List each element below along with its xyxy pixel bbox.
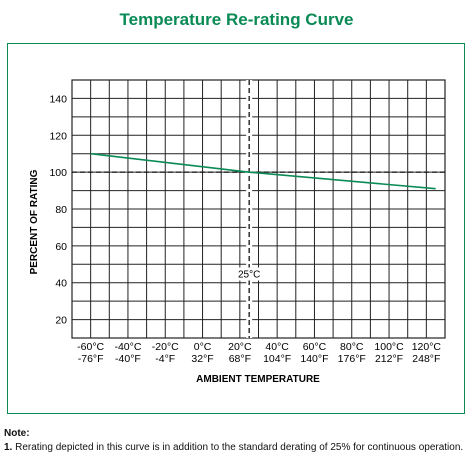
x-tick-label-fahrenheit: 68°F bbox=[229, 353, 251, 365]
notes-section: Note: 1. Rerating depicted in this curve… bbox=[4, 427, 470, 455]
y-tick-label: 60 bbox=[55, 241, 67, 253]
x-tick-backdrop bbox=[185, 340, 220, 364]
y-tick-label: 140 bbox=[49, 93, 67, 105]
x-tick-backdrop bbox=[110, 340, 145, 364]
x-tick-backdrop bbox=[73, 340, 108, 364]
x-tick-backdrop bbox=[372, 340, 407, 364]
x-tick-label-fahrenheit: -40°F bbox=[115, 353, 141, 365]
x-tick-backdrop bbox=[297, 340, 332, 364]
x-tick-backdrop bbox=[334, 340, 369, 364]
y-tick-label: 120 bbox=[49, 130, 67, 142]
x-tick-label-fahrenheit: 104°F bbox=[263, 353, 291, 365]
note-item: 1. Rerating depicted in this curve is in… bbox=[4, 441, 470, 455]
x-tick-backdrop bbox=[148, 340, 183, 364]
reference-line-label: 25°C bbox=[238, 270, 260, 281]
y-tick-label: 100 bbox=[49, 167, 67, 179]
x-tick-label-fahrenheit: 140°F bbox=[300, 353, 328, 365]
x-tick-label-celsius: -40°C bbox=[114, 341, 141, 353]
y-axis-label: PERCENT OF RATING bbox=[29, 169, 40, 274]
x-tick-label-celsius: 120°C bbox=[412, 341, 442, 353]
x-tick-label-celsius: 80°C bbox=[340, 341, 364, 353]
x-tick-label-celsius: 60°C bbox=[303, 341, 327, 353]
derating-curve bbox=[90, 152, 436, 190]
y-tick-labels: 20 40 60 80 100 120 140 bbox=[49, 93, 67, 326]
notes-heading: Note: bbox=[4, 428, 30, 439]
x-tick-backdrop bbox=[409, 340, 444, 364]
x-tick-label-celsius: 100°C bbox=[374, 341, 404, 353]
x-tick-label-celsius: 0°C bbox=[194, 341, 212, 353]
x-tick-label-fahrenheit: 212°F bbox=[375, 353, 403, 365]
y-tick-label: 40 bbox=[55, 278, 67, 290]
plot-border bbox=[71, 79, 446, 339]
x-tick-label-celsius: -60°C bbox=[77, 341, 104, 353]
x-tick-label-fahrenheit: -4°F bbox=[155, 353, 175, 365]
x-axis-label: AMBIENT TEMPERATURE bbox=[196, 374, 320, 385]
x-tick-label-fahrenheit: -76°F bbox=[78, 353, 104, 365]
note-number: 1. bbox=[4, 442, 13, 453]
chart-frame bbox=[7, 43, 465, 414]
reference-lines: 25°C bbox=[72, 80, 445, 338]
x-tick-backdrop bbox=[222, 340, 257, 364]
x-tick-label-celsius: 40°C bbox=[265, 341, 289, 353]
chart-grid bbox=[71, 79, 446, 339]
chart-title: Temperature Re-rating Curve bbox=[119, 10, 354, 29]
data-series bbox=[90, 152, 436, 190]
x-tick-labels: -60°C-76°F -40°C-40°F -20°C-4°F 0°C32°F 20°C… bbox=[73, 340, 444, 365]
y-tick-label: 80 bbox=[55, 204, 67, 216]
x-tick-label-celsius: -20°C bbox=[152, 341, 179, 353]
x-tick-backdrop bbox=[260, 340, 295, 364]
x-tick-label-celsius: 20°C bbox=[228, 341, 252, 353]
y-tick-label: 20 bbox=[55, 315, 67, 327]
note-text: Rerating depicted in this curve is in ad… bbox=[15, 442, 464, 453]
x-tick-label-fahrenheit: 32°F bbox=[191, 353, 213, 365]
reference-label-backdrop bbox=[236, 267, 263, 281]
x-tick-label-fahrenheit: 176°F bbox=[338, 353, 366, 365]
x-tick-label-fahrenheit: 248°F bbox=[412, 353, 440, 365]
